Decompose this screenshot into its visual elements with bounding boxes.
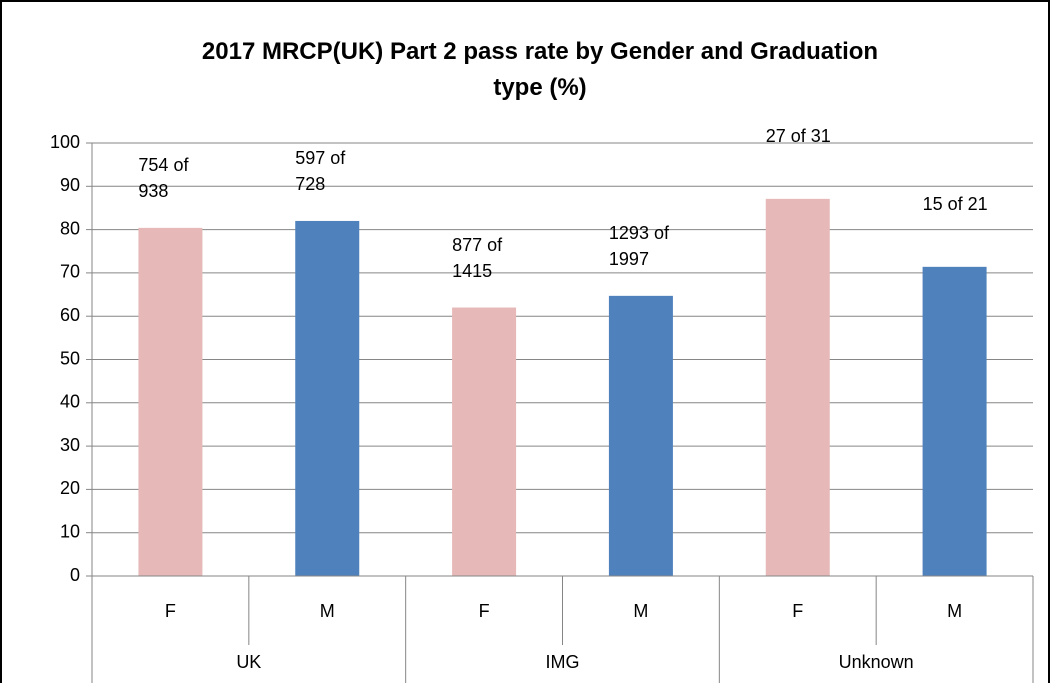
- y-tick-label: 70: [60, 262, 80, 282]
- y-tick-label: 80: [60, 218, 80, 238]
- y-tick-label: 100: [50, 132, 80, 152]
- group-label: IMG: [546, 652, 580, 672]
- group-label: Unknown: [839, 652, 914, 672]
- chart-title: 2017 MRCP(UK) Part 2 pass rate by Gender…: [201, 38, 879, 101]
- y-tick-label: 10: [60, 521, 80, 541]
- bar-annotation: 1293 of 1997: [608, 222, 669, 269]
- x-tick-label: M: [633, 601, 648, 621]
- bar-annotation: 754 of 938: [138, 154, 189, 201]
- y-tick-label: 20: [60, 478, 80, 498]
- group-label: UK: [236, 652, 261, 672]
- bar-annotation: 27 of 31: [765, 125, 831, 146]
- bar: [295, 220, 360, 576]
- bar: [452, 307, 517, 576]
- bar: [765, 198, 830, 576]
- bar: [922, 266, 987, 576]
- y-tick-label: 90: [60, 175, 80, 195]
- bar-annotation: 597 of 728: [295, 147, 346, 194]
- y-tick-label: 0: [70, 565, 80, 585]
- x-tick-label: M: [320, 601, 335, 621]
- x-tick-label: F: [165, 601, 176, 621]
- x-tick-label: F: [792, 601, 803, 621]
- bar-annotation: 877 of 1415: [452, 234, 503, 281]
- bar-annotation: 15 of 21: [922, 193, 988, 214]
- y-tick-label: 50: [60, 348, 80, 368]
- bar: [608, 295, 673, 576]
- y-tick-label: 40: [60, 392, 80, 412]
- y-tick-label: 60: [60, 305, 80, 325]
- x-tick-label: M: [947, 601, 962, 621]
- x-tick-label: F: [479, 601, 490, 621]
- bar: [138, 227, 203, 577]
- y-tick-label: 30: [60, 435, 80, 455]
